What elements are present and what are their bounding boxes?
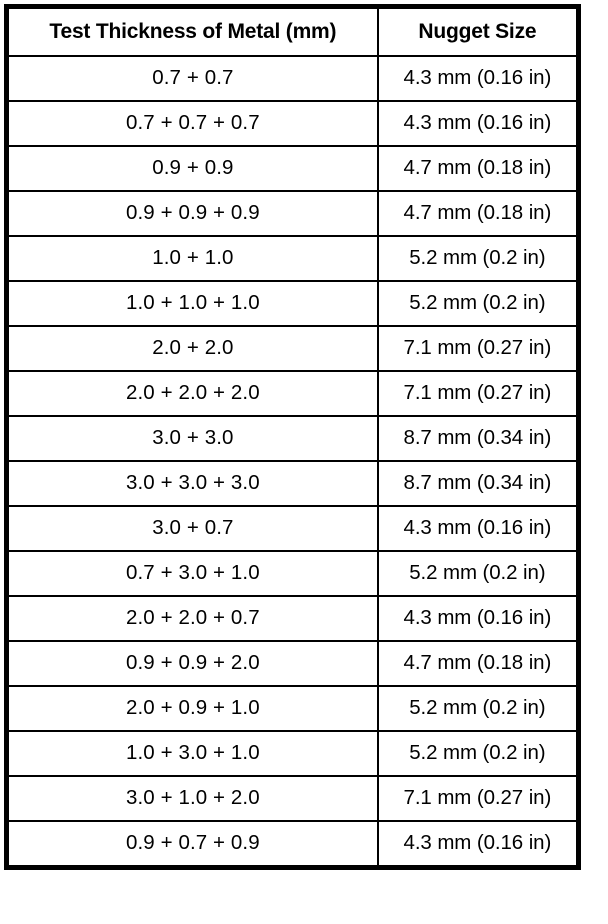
cell-thickness: 2.0 + 2.0 [5,325,379,372]
cell-thickness: 0.9 + 0.7 + 0.9 [5,820,379,869]
cell-nugget-size: 8.7 mm (0.34 in) [376,460,580,507]
header-row: Test Thickness of Metal (mm) Nugget Size [5,5,580,57]
table-row: 3.0 + 3.0 8.7 mm (0.34 in) [5,415,580,462]
cell-nugget-size: 5.2 mm (0.2 in) [376,280,580,327]
table-row: 2.0 + 2.0 7.1 mm (0.27 in) [5,325,580,372]
cell-thickness: 0.7 + 3.0 + 1.0 [5,550,379,597]
cell-nugget-size: 5.2 mm (0.2 in) [376,550,580,597]
cell-nugget-size: 5.2 mm (0.2 in) [376,685,580,732]
cell-thickness: 2.0 + 2.0 + 0.7 [5,595,379,642]
cell-thickness: 2.0 + 0.9 + 1.0 [5,685,379,732]
table-row: 1.0 + 3.0 + 1.0 5.2 mm (0.2 in) [5,730,580,777]
cell-thickness: 3.0 + 3.0 + 3.0 [5,460,379,507]
nugget-size-table: Test Thickness of Metal (mm) Nugget Size… [4,4,581,870]
table-row: 0.7 + 3.0 + 1.0 5.2 mm (0.2 in) [5,550,580,597]
cell-nugget-size: 4.3 mm (0.16 in) [376,55,580,102]
cell-thickness: 2.0 + 2.0 + 2.0 [5,370,379,417]
cell-thickness: 1.0 + 3.0 + 1.0 [5,730,379,777]
cell-nugget-size: 4.7 mm (0.18 in) [376,145,580,192]
table-row: 0.9 + 0.9 4.7 mm (0.18 in) [5,145,580,192]
table-row: 0.9 + 0.9 + 2.0 4.7 mm (0.18 in) [5,640,580,687]
table-row: 0.7 + 0.7 + 0.7 4.3 mm (0.16 in) [5,100,580,147]
cell-thickness: 0.9 + 0.9 + 2.0 [5,640,379,687]
column-header-thickness: Test Thickness of Metal (mm) [5,5,379,57]
cell-nugget-size: 4.7 mm (0.18 in) [376,190,580,237]
table-body: 0.7 + 0.7 4.3 mm (0.16 in) 0.7 + 0.7 + 0.7… [5,55,580,869]
table-row: 3.0 + 3.0 + 3.0 8.7 mm (0.34 in) [5,460,580,507]
table-row: 0.9 + 0.9 + 0.9 4.7 mm (0.18 in) [5,190,580,237]
table-row: 2.0 + 2.0 + 0.7 4.3 mm (0.16 in) [5,595,580,642]
cell-thickness: 3.0 + 3.0 [5,415,379,462]
cell-nugget-size: 5.2 mm (0.2 in) [376,730,580,777]
table-row: 1.0 + 1.0 5.2 mm (0.2 in) [5,235,580,282]
cell-nugget-size: 4.3 mm (0.16 in) [376,505,580,552]
cell-thickness: 0.9 + 0.9 + 0.9 [5,190,379,237]
column-header-nugget-size: Nugget Size [376,5,580,57]
cell-thickness: 0.7 + 0.7 + 0.7 [5,100,379,147]
table-row: 3.0 + 0.7 4.3 mm (0.16 in) [5,505,580,552]
table-row: 0.9 + 0.7 + 0.9 4.3 mm (0.16 in) [5,820,580,869]
table-row: 1.0 + 1.0 + 1.0 5.2 mm (0.2 in) [5,280,580,327]
table-row: 3.0 + 1.0 + 2.0 7.1 mm (0.27 in) [5,775,580,822]
cell-thickness: 0.9 + 0.9 [5,145,379,192]
cell-thickness: 3.0 + 1.0 + 2.0 [5,775,379,822]
cell-nugget-size: 5.2 mm (0.2 in) [376,235,580,282]
cell-thickness: 0.7 + 0.7 [5,55,379,102]
table-row: 2.0 + 2.0 + 2.0 7.1 mm (0.27 in) [5,370,580,417]
table-row: 0.7 + 0.7 4.3 mm (0.16 in) [5,55,580,102]
cell-nugget-size: 4.3 mm (0.16 in) [376,820,580,869]
table-row: 2.0 + 0.9 + 1.0 5.2 mm (0.2 in) [5,685,580,732]
cell-nugget-size: 4.3 mm (0.16 in) [376,100,580,147]
cell-thickness: 1.0 + 1.0 + 1.0 [5,280,379,327]
cell-thickness: 1.0 + 1.0 [5,235,379,282]
cell-nugget-size: 4.7 mm (0.18 in) [376,640,580,687]
cell-nugget-size: 7.1 mm (0.27 in) [376,775,580,822]
table-header: Test Thickness of Metal (mm) Nugget Size [5,5,580,57]
cell-thickness: 3.0 + 0.7 [5,505,379,552]
cell-nugget-size: 7.1 mm (0.27 in) [376,370,580,417]
cell-nugget-size: 7.1 mm (0.27 in) [376,325,580,372]
cell-nugget-size: 4.3 mm (0.16 in) [376,595,580,642]
cell-nugget-size: 8.7 mm (0.34 in) [376,415,580,462]
